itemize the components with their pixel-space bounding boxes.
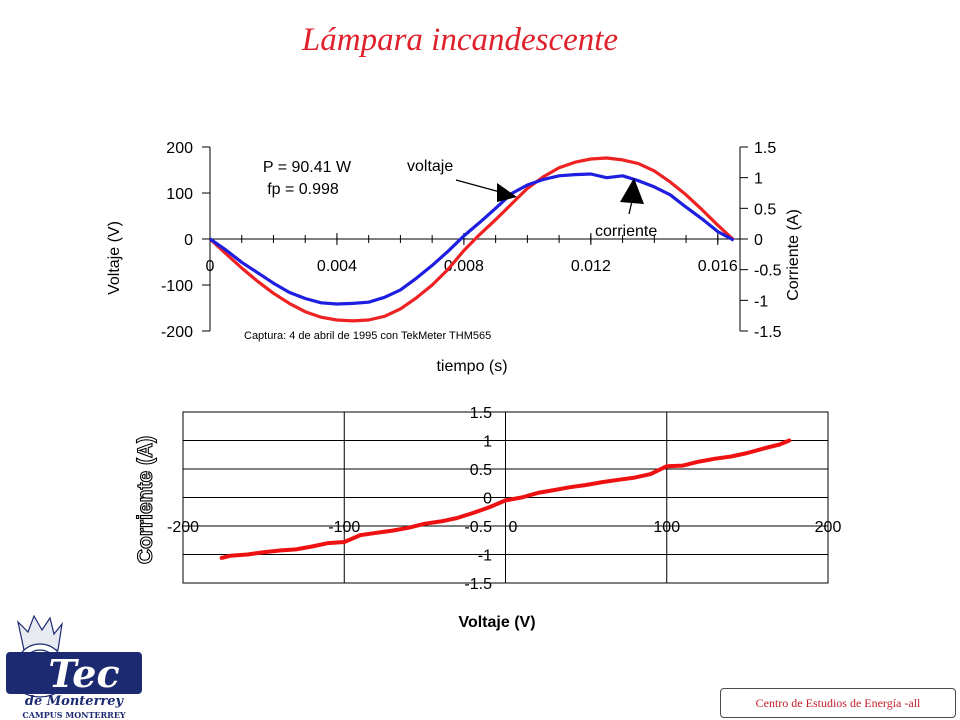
waveform-y-tick-label: 200 <box>166 140 193 157</box>
iv-x-tick-label: -200 <box>167 519 199 536</box>
waveform-x-tick-label: 0 <box>206 258 215 275</box>
waveform-y-tick-label: 0 <box>184 232 193 249</box>
waveform-y2-tick-label: -0.5 <box>754 263 782 280</box>
tec-wordmark: Tec de Monterrey CAMPUS MONTERREY <box>6 651 142 720</box>
footer-text: Centro de Estudios de Energía -all <box>755 695 921 710</box>
logo-campus: CAMPUS MONTERREY <box>22 710 126 720</box>
iv-x-axis-label: Voltaje (V) <box>458 614 535 631</box>
iv-grid <box>182 411 829 584</box>
waveform-series <box>208 156 735 323</box>
page-title: Lámpara incandescente <box>301 22 619 58</box>
iv-y-tick-label: 1 <box>483 434 492 451</box>
voltage-series-label: voltaje <box>407 158 453 175</box>
iv-y-tick-label: 0.5 <box>470 462 492 479</box>
iv-y-tick-label: -1.5 <box>464 576 492 593</box>
waveform-y2-tick-label: 1 <box>754 171 763 188</box>
waveform-y2-tick-label: 1.5 <box>754 140 776 157</box>
waveform-y2-tick-label: 0.5 <box>754 201 776 218</box>
series-line-voltaje <box>208 156 735 323</box>
iv-y-axis-label: Corriente (A) <box>134 436 157 564</box>
iv-y-tick-label: -0.5 <box>464 519 492 536</box>
iv-y-tick-label: 1.5 <box>470 405 492 422</box>
waveform-chart: 200 100 0 -100 -200 1.5 1 0.5 0 -0.5 -1 -1.5 0 0.004 0… <box>106 140 802 375</box>
waveform-x-tick-label: 0.016 <box>698 258 738 275</box>
iv-x-tick-label: 0 <box>509 519 518 536</box>
waveform-y2-tick-label: -1.5 <box>754 324 782 341</box>
capture-caption: Captura: 4 de abril de 1995 con TekMeter… <box>244 330 491 342</box>
iv-x-tick-label: -100 <box>328 519 360 536</box>
current-series-label: corriente <box>595 223 657 240</box>
waveform-x-tick-label: 0.012 <box>571 258 611 275</box>
waveform-y2-axis-label: Corriente (A) <box>785 209 802 301</box>
voltage-arrow <box>455 179 517 202</box>
waveform-y2-tick-label: -1 <box>754 293 768 310</box>
iv-y-tick-label: -1 <box>478 548 492 565</box>
iv-series <box>219 438 792 560</box>
waveform-y-tick-label: 100 <box>166 186 193 203</box>
iv-y-tick-label: 0 <box>483 491 492 508</box>
iv-x-tick-label: 200 <box>815 519 842 536</box>
waveform-y2-tick-label: 0 <box>754 232 763 249</box>
power-factor-annotation: fp = 0.998 <box>267 181 339 198</box>
waveform-y-axis-label: Voltaje (V) <box>106 221 123 295</box>
logo-brand: Tec <box>48 651 119 696</box>
footer-credit: Centro de Estudios de Energía -all <box>720 688 956 718</box>
iv-chart: 1.5 1 0.5 0 -0.5 -1 -1.5 -200 -100 0 100 200 Voltaj… <box>133 405 841 631</box>
waveform-ticks: 200 100 0 -100 -200 1.5 1 0.5 0 -0.5 -1 -1.5 0 0.004 0… <box>161 140 782 341</box>
iv-series-line <box>219 438 792 560</box>
series-line-corriente <box>209 172 735 306</box>
waveform-x-tick-label: 0.004 <box>317 258 357 275</box>
waveform-y-tick-label: -100 <box>161 278 193 295</box>
iv-ticks: 1.5 1 0.5 0 -0.5 -1 -1.5 -200 -100 0 100 200 <box>167 405 841 593</box>
iv-x-tick-label: 100 <box>653 519 680 536</box>
current-arrow <box>620 178 644 215</box>
logo-subtitle: de Monterrey <box>25 694 125 709</box>
waveform-x-axis-label: tiempo (s) <box>436 358 507 375</box>
power-annotation: P = 90.41 W <box>263 159 352 176</box>
tec-de-monterrey-logo: Tec de Monterrey CAMPUS MONTERREY <box>6 614 142 720</box>
waveform-y-tick-label: -200 <box>161 324 193 341</box>
